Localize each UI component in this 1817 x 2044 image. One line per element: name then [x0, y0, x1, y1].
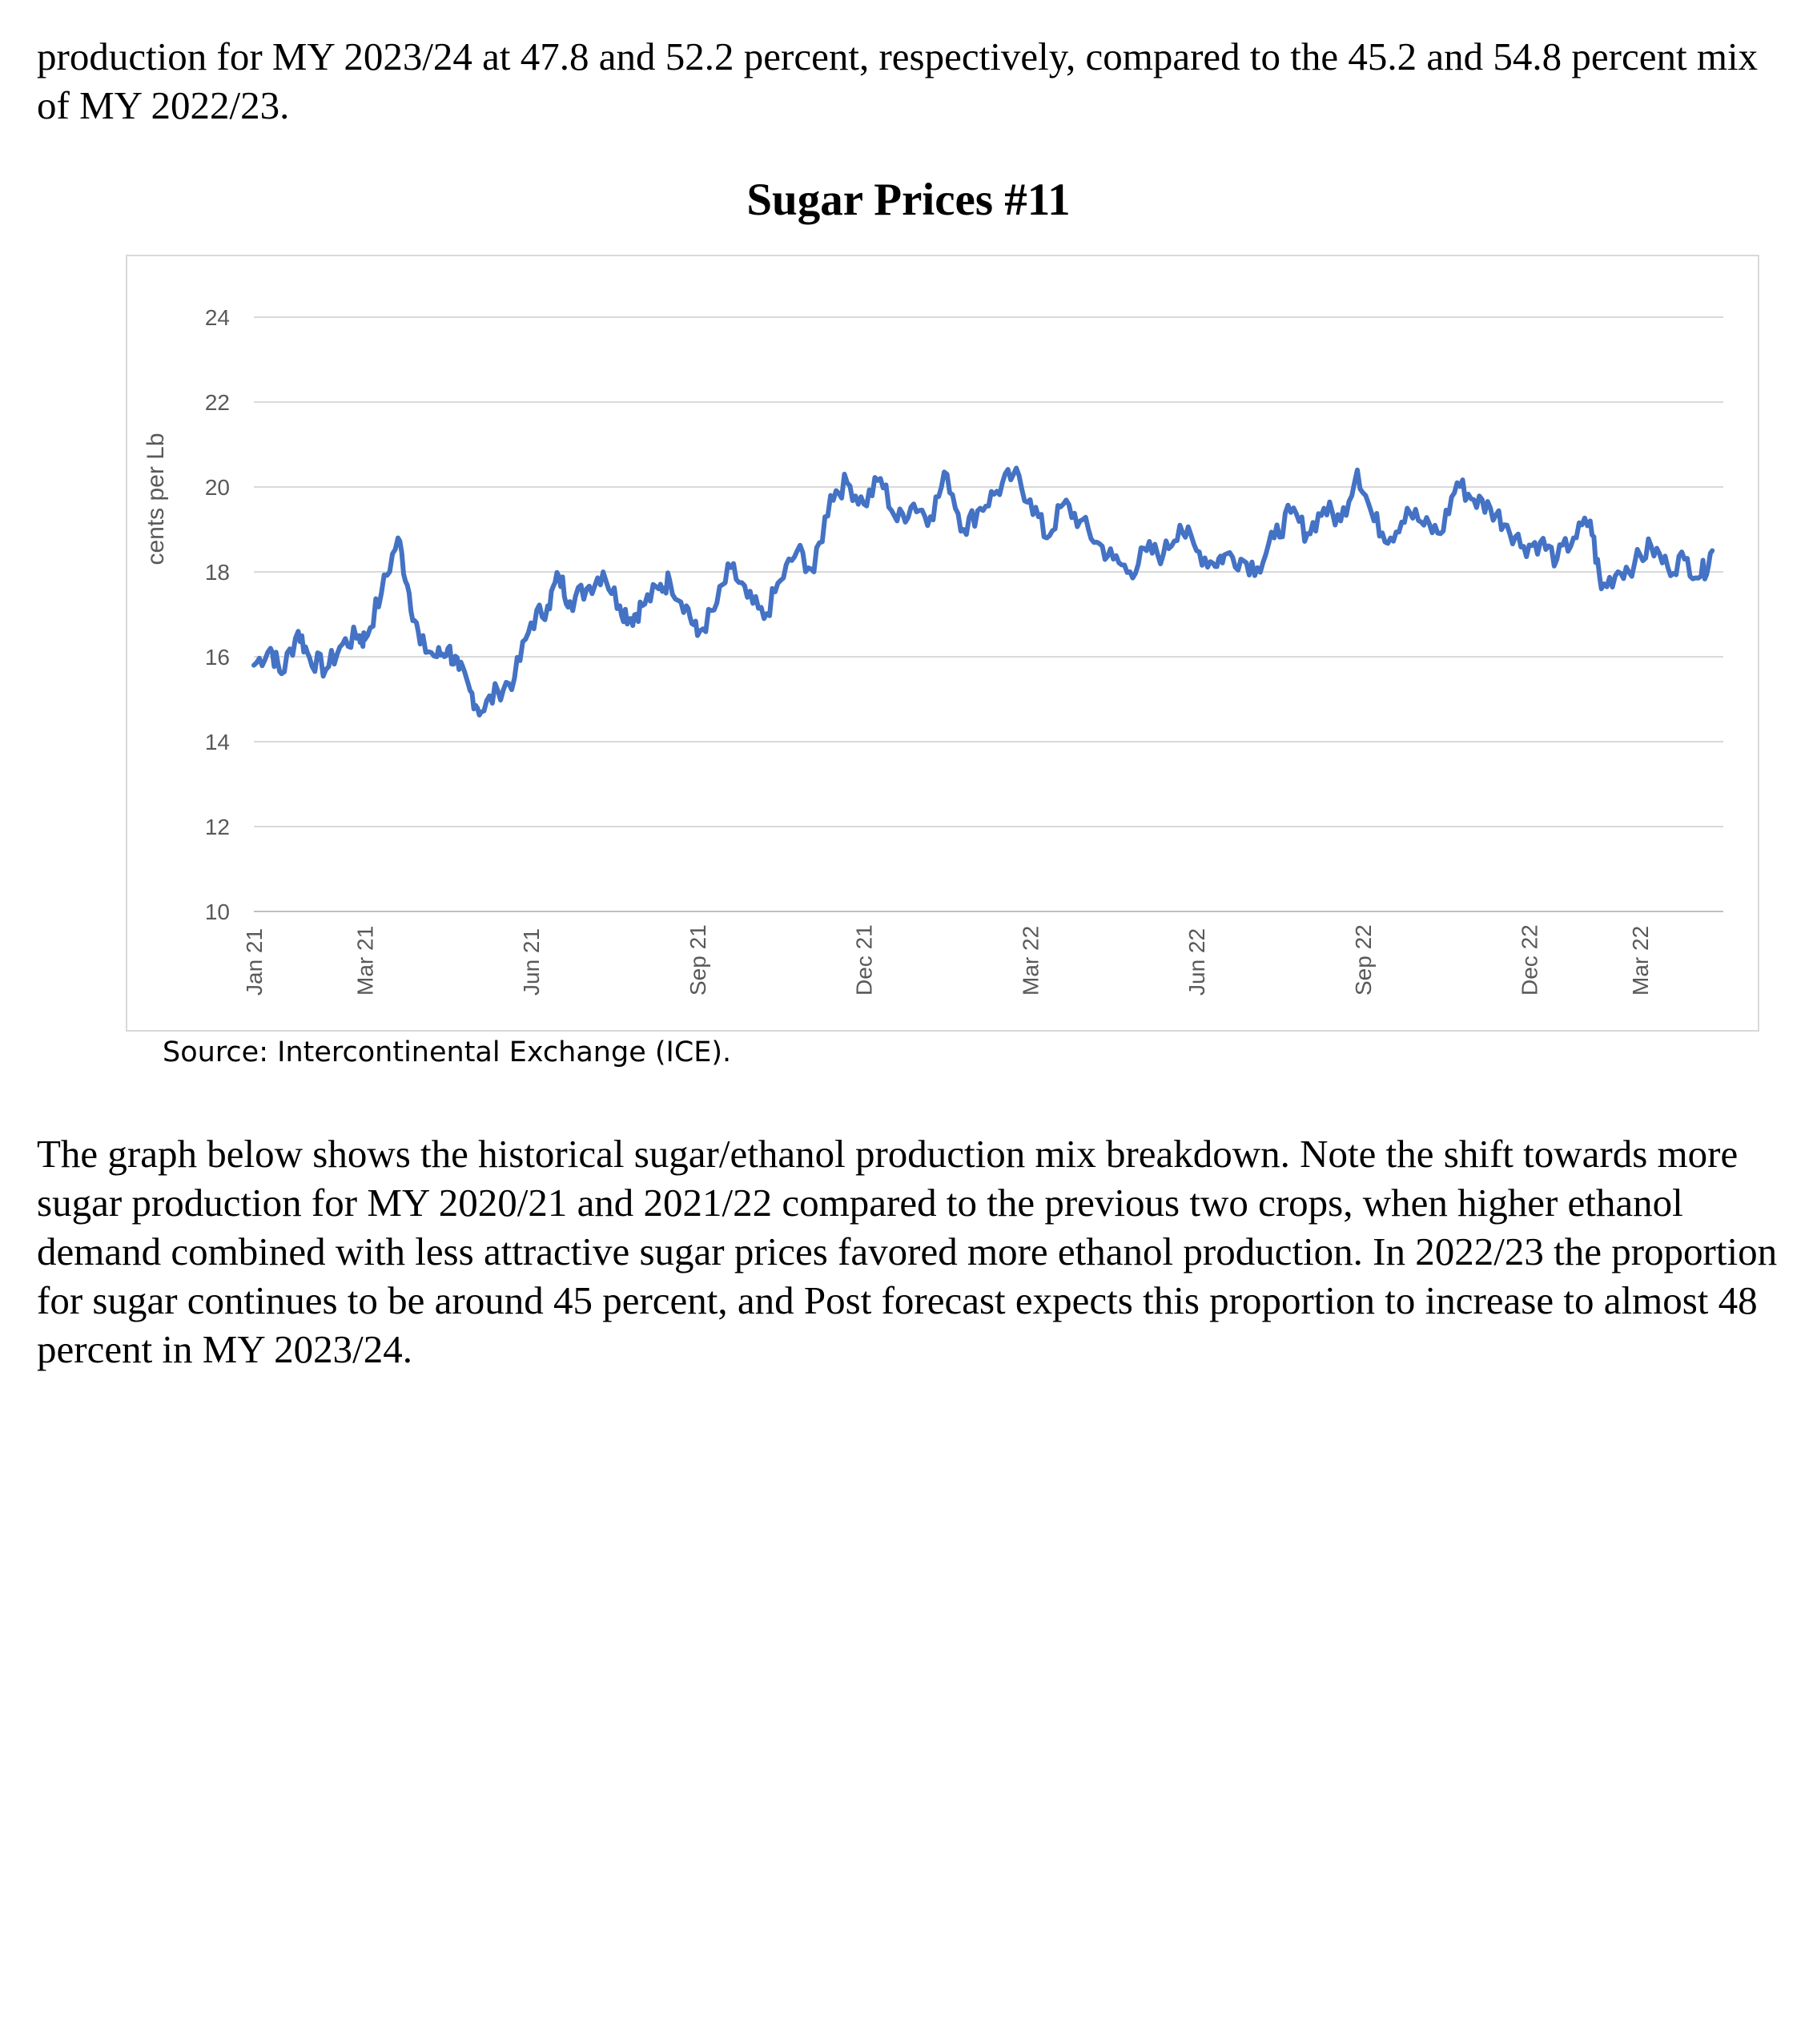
y-tick-label: 22: [205, 390, 230, 415]
x-tick-label: Jan 21: [242, 928, 267, 996]
x-tick-label: Mar 21: [352, 926, 377, 996]
source-note: Source: Intercontinental Exchange (ICE).: [163, 1036, 732, 1068]
price-series-line: [251, 465, 1715, 718]
paragraph-bottom: The graph below shows the historical sug…: [37, 1132, 1778, 1371]
y-tick-label: 16: [205, 645, 230, 670]
y-tick-label: 10: [205, 899, 230, 924]
x-tick-label: Dec 21: [852, 924, 877, 996]
chart-title: Sugar Prices #11: [746, 175, 1071, 225]
x-tick-label: Sep 22: [1351, 924, 1376, 996]
sugar-price-chart: 10 12 14 16 18 20 22 24 Jan 21 Mar 21 Jun 21 Sep 2…: [143, 305, 1723, 996]
x-tick-label: Jun 21: [519, 928, 544, 996]
y-tick-label: 14: [205, 730, 230, 754]
y-axis-ticks: 10 12 14 16 18 20 22 24: [205, 305, 230, 924]
y-axis-label: cents per Lb: [143, 433, 169, 565]
y-tick-label: 12: [205, 815, 230, 839]
y-tick-label: 20: [205, 475, 230, 500]
x-tick-label: Dec 22: [1518, 924, 1542, 996]
x-tick-label: Sep 21: [685, 924, 710, 996]
x-tick-label: Jun 22: [1184, 928, 1209, 996]
y-tick-label: 24: [205, 305, 230, 330]
paragraph-top: production for MY 2023/24 at 47.8 and 52…: [37, 34, 1759, 127]
x-axis-ticks: Jan 21 Mar 21 Jun 21 Sep 21 Dec 21 Mar 22 Jun …: [242, 924, 1653, 996]
y-tick-label: 18: [205, 560, 230, 585]
chart-frame: [126, 255, 1759, 1032]
gridlines: [254, 316, 1723, 912]
x-tick-label: Mar 22: [1018, 926, 1043, 996]
x-tick-label: Mar 22: [1628, 926, 1653, 996]
